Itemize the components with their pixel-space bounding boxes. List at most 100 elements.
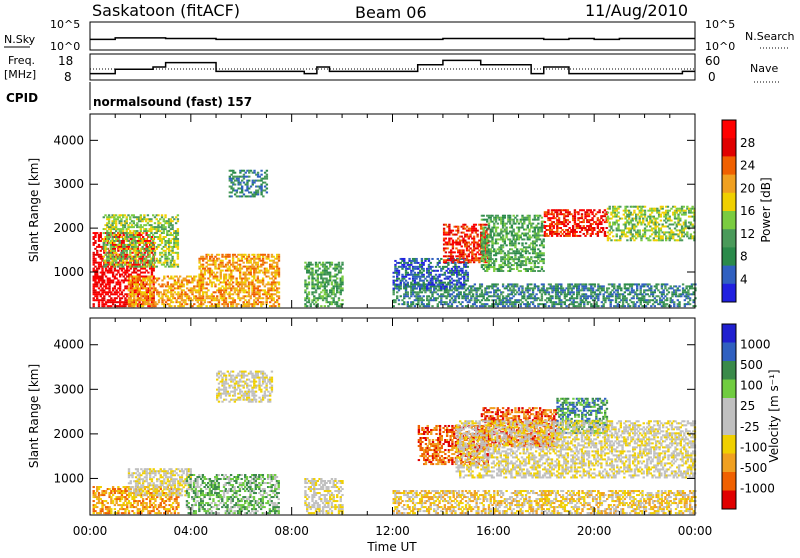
data-cell xyxy=(477,287,480,290)
data-cell xyxy=(235,267,238,270)
data-cell xyxy=(123,224,127,227)
data-cell xyxy=(94,236,97,238)
data-cell xyxy=(484,254,487,257)
data-cell xyxy=(453,233,456,236)
data-cell xyxy=(417,293,420,296)
data-cell xyxy=(415,283,418,286)
data-cell xyxy=(521,295,524,298)
data-cell xyxy=(498,252,501,255)
data-cell xyxy=(396,285,399,288)
data-cell xyxy=(164,293,168,296)
data-cell xyxy=(600,285,604,288)
data-cell xyxy=(618,283,621,286)
data-cell xyxy=(456,267,459,270)
data-cell xyxy=(394,287,397,290)
data-cell xyxy=(103,305,106,308)
data-cell xyxy=(106,216,109,219)
data-cell xyxy=(339,289,342,292)
data-cell xyxy=(180,291,184,294)
data-cell xyxy=(136,239,139,242)
data-cell xyxy=(145,245,148,248)
data-cell xyxy=(176,255,180,258)
data-cell xyxy=(584,293,588,296)
data-cell xyxy=(101,289,104,292)
data-cell xyxy=(97,265,101,268)
data-cell xyxy=(247,291,251,294)
data-cell xyxy=(103,279,106,282)
data-cell xyxy=(117,283,120,286)
data-cell xyxy=(160,216,164,219)
data-cell xyxy=(422,263,425,266)
data-cell xyxy=(161,297,164,300)
data-cell xyxy=(131,271,134,274)
data-cell xyxy=(187,281,191,284)
data-cell xyxy=(127,287,131,290)
data-cell xyxy=(537,287,540,290)
data-cell xyxy=(244,253,247,256)
data-cell xyxy=(660,287,664,290)
data-cell xyxy=(442,227,446,230)
data-cell xyxy=(464,271,468,274)
data-cell xyxy=(247,259,251,262)
data-cell xyxy=(255,191,258,194)
data-cell xyxy=(157,283,161,286)
data-cell xyxy=(650,287,653,290)
data-cell xyxy=(253,255,256,258)
data-cell xyxy=(137,237,141,240)
data-cell xyxy=(175,281,178,284)
data-cell xyxy=(134,247,137,250)
data-cell xyxy=(147,289,150,292)
data-cell xyxy=(621,293,625,296)
data-cell xyxy=(401,273,404,276)
data-cell xyxy=(108,291,111,294)
data-cell xyxy=(447,305,450,308)
data-cell xyxy=(440,287,443,290)
data-cell xyxy=(194,289,198,292)
data-cell xyxy=(500,256,503,259)
data-cell xyxy=(242,301,245,304)
data-cell xyxy=(113,257,116,260)
data-cell xyxy=(113,259,116,262)
data-cell xyxy=(169,265,173,268)
data-cell xyxy=(493,291,496,294)
data-cell xyxy=(122,249,125,252)
data-cell xyxy=(129,243,132,246)
data-cell xyxy=(434,273,438,276)
data-cell xyxy=(318,287,321,290)
data-cell xyxy=(97,236,101,238)
data-cell xyxy=(639,293,642,296)
data-cell xyxy=(418,265,422,268)
data-cell xyxy=(482,230,485,233)
data-cell xyxy=(150,247,154,250)
data-cell xyxy=(508,301,512,304)
data-cell xyxy=(465,257,469,260)
data-cell xyxy=(263,273,267,276)
data-cell xyxy=(579,297,582,300)
data-cell xyxy=(470,289,473,292)
data-cell xyxy=(487,291,491,294)
data-cell xyxy=(644,293,648,296)
data-cell xyxy=(171,234,174,237)
data-cell xyxy=(462,239,465,242)
data-cell xyxy=(137,220,141,223)
data-cell xyxy=(235,277,238,280)
freq-tick-bottom: 8 xyxy=(64,70,72,84)
data-cell xyxy=(507,305,510,308)
data-cell xyxy=(131,237,134,240)
data-cell xyxy=(239,195,242,198)
data-cell xyxy=(233,265,237,268)
data-cell xyxy=(457,269,461,272)
nsky-tick-top: 10^5 xyxy=(50,18,80,31)
data-cell xyxy=(394,263,397,266)
data-cell xyxy=(544,299,547,302)
data-cell xyxy=(524,287,528,290)
data-cell xyxy=(514,305,517,308)
data-cell xyxy=(203,257,207,260)
data-cell xyxy=(530,283,533,286)
data-cell xyxy=(535,293,538,296)
data-cell xyxy=(111,255,114,258)
data-cell xyxy=(166,261,169,264)
data-cell xyxy=(467,261,470,264)
data-cell xyxy=(570,287,574,290)
data-cell xyxy=(403,301,406,304)
